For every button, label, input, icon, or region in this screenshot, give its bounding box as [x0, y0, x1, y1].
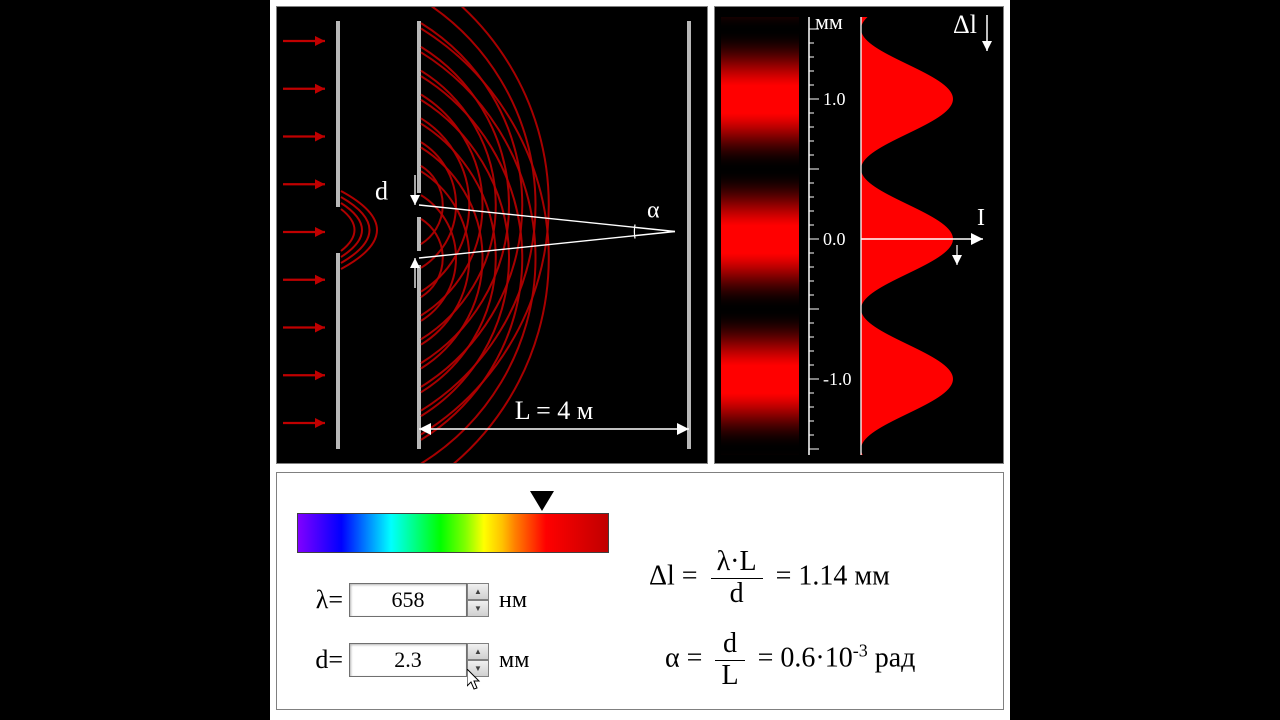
svg-text:-1.0: -1.0 — [823, 369, 852, 389]
alpha-den: L — [715, 661, 744, 692]
dl-lhs: Δl — [649, 561, 675, 592]
dl-den: d — [711, 579, 763, 610]
d-down-button[interactable]: ▼ — [467, 660, 489, 677]
lambda-stepper: ▲ ▼ — [467, 583, 489, 617]
alpha-rhs-prefix: = 0.6·10 — [758, 643, 853, 674]
mm-axis-label: мм — [815, 9, 843, 35]
mm-scale: 1.0 0.0 -1.0 — [803, 17, 859, 455]
d-label: d= — [297, 645, 349, 675]
lambda-up-button[interactable]: ▲ — [467, 583, 489, 600]
dl-eq: = — [682, 561, 698, 592]
alpha-num: d — [715, 629, 744, 661]
spectrum-cursor-icon — [530, 491, 554, 511]
fringe-pattern — [721, 17, 799, 455]
double-slit-diagram: α d L = 4 м — [276, 6, 708, 464]
spectrum-bar[interactable] — [297, 513, 609, 553]
alpha-exp: -3 — [853, 640, 868, 660]
alpha-formula: α = d L = 0.6·10-3 рад — [665, 629, 915, 692]
alpha-fraction: d L — [715, 629, 744, 692]
svg-text:1.0: 1.0 — [823, 89, 846, 109]
content-area: α d L = 4 м 1.0 0.0 -1.0 I мм Δl — [270, 0, 1010, 720]
alpha-lhs: α — [665, 643, 680, 674]
svg-text:α: α — [647, 198, 660, 224]
dl-num: λ·L — [711, 547, 763, 579]
d-input[interactable]: 2.3 — [349, 643, 467, 677]
diagram-svg: α d L = 4 м — [277, 7, 707, 463]
interference-result-panel: 1.0 0.0 -1.0 I мм Δl — [714, 6, 1004, 464]
svg-text:d: d — [375, 177, 388, 206]
d-unit: мм — [489, 647, 529, 674]
lambda-down-button[interactable]: ▼ — [467, 600, 489, 617]
svg-text:0.0: 0.0 — [823, 229, 846, 249]
svg-text:L = 4 м: L = 4 м — [515, 396, 594, 425]
d-up-button[interactable]: ▲ — [467, 643, 489, 660]
svg-text:I: I — [977, 205, 985, 231]
lambda-input-row: λ= 658 ▲ ▼ нм — [297, 583, 527, 617]
dl-fraction: λ·L d — [711, 547, 763, 610]
delta-l-indicator: Δl — [947, 11, 997, 55]
alpha-unit: рад — [868, 643, 916, 674]
delta-l-formula: Δl = λ·L d = 1.14 мм — [649, 547, 890, 610]
top-region: α d L = 4 м 1.0 0.0 -1.0 I мм Δl — [276, 6, 1004, 464]
lambda-label: λ= — [297, 585, 349, 615]
lambda-input[interactable]: 658 — [349, 583, 467, 617]
d-stepper: ▲ ▼ — [467, 643, 489, 677]
controls-panel: λ= 658 ▲ ▼ нм d= 2.3 ▲ ▼ мм Δl = λ·L d — [276, 472, 1004, 710]
d-input-row: d= 2.3 ▲ ▼ мм — [297, 643, 529, 677]
delta-l-label: Δl — [953, 11, 977, 39]
dl-rhs: = 1.14 мм — [776, 561, 890, 592]
lambda-unit: нм — [489, 587, 527, 614]
intensity-graph: I — [859, 17, 999, 455]
alpha-eq: = — [687, 643, 703, 674]
